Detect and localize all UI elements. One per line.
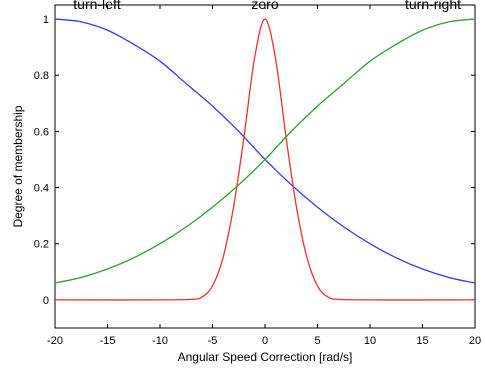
y-tick-label: 0.4 bbox=[34, 183, 49, 195]
x-tick-label: -10 bbox=[152, 335, 168, 347]
y-tick-label: 1 bbox=[43, 14, 49, 26]
x-tick-label: 10 bbox=[364, 335, 376, 347]
x-tick-label: 20 bbox=[469, 335, 481, 347]
x-tick-label: 5 bbox=[314, 335, 320, 347]
series-line-zero bbox=[54, 18, 476, 301]
series-label-zero: zero bbox=[251, 0, 278, 12]
x-tick-label: -5 bbox=[208, 335, 218, 347]
x-tick-label: -15 bbox=[100, 335, 116, 347]
x-tick-label: -20 bbox=[47, 335, 63, 347]
x-axis-label: Angular Speed Correction [rad/s] bbox=[178, 350, 353, 364]
x-tick-label: 0 bbox=[262, 335, 268, 347]
x-tick-label: 15 bbox=[416, 335, 428, 347]
series-layer bbox=[54, 18, 476, 301]
series-line-turn-right bbox=[54, 18, 476, 284]
y-axis-label: Degree of membership bbox=[11, 105, 25, 227]
series-label-turn-right: turn-right bbox=[405, 0, 461, 12]
y-axis-ticks: 0 0.2 0.4 0.6 0.8 1 bbox=[34, 14, 475, 307]
y-tick-label: 0.2 bbox=[34, 239, 49, 251]
y-tick-label: 0 bbox=[43, 295, 49, 307]
y-tick-label: 0.6 bbox=[34, 126, 49, 138]
series-labels: turn-left zero turn-right bbox=[73, 0, 461, 12]
plot-area-frame bbox=[54, 4, 476, 329]
x-axis-ticks: -20 -15 -10 -5 0 5 10 15 20 bbox=[47, 5, 481, 347]
series-label-turn-left: turn-left bbox=[73, 0, 121, 12]
y-tick-label: 0.8 bbox=[34, 70, 49, 82]
